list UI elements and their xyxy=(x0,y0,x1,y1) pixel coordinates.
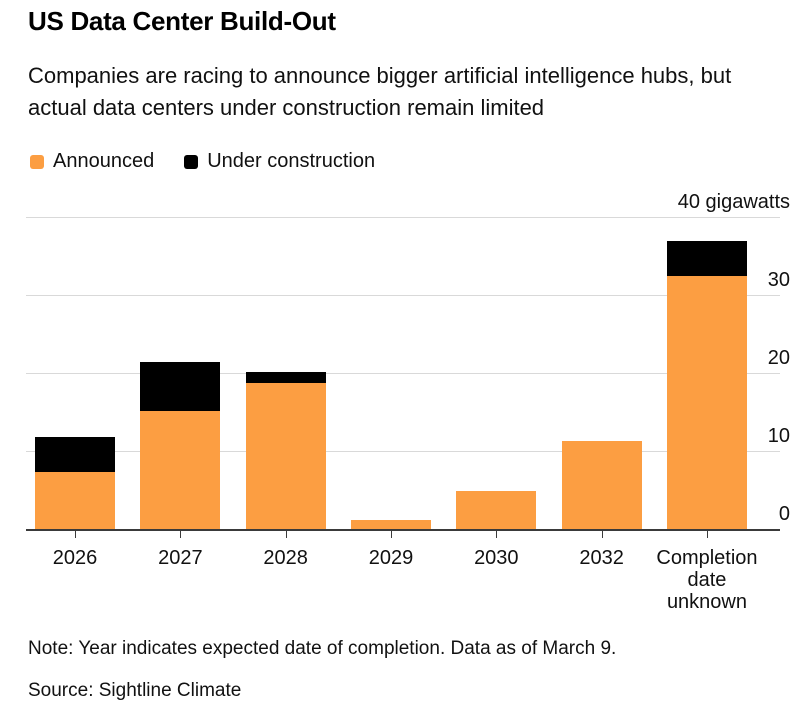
chart-note: Note: Year indicates expected date of co… xyxy=(28,638,617,659)
x-axis-line xyxy=(26,529,780,531)
legend-swatch-announced xyxy=(30,154,44,169)
bar-chart: 0 10 20 30 40 gigawatts 2026 2027 2028 2029 2030 2… xyxy=(26,185,790,655)
y-axis-label-40: 40 gigawatts xyxy=(677,191,790,213)
bar-segment-under-construction-2028 xyxy=(245,372,326,384)
legend-label-announced: Announced xyxy=(53,150,155,172)
x-axis-label-2026: 2026 xyxy=(52,547,98,569)
chart-title: US Data Center Build-Out xyxy=(28,6,336,36)
bar-segment-under-construction-2027 xyxy=(140,362,221,412)
bar-segment-announced-2030 xyxy=(456,490,537,529)
gridline-20 xyxy=(26,373,780,374)
chart-source: Source: Sightline Climate xyxy=(28,680,242,701)
bar-segment-announced-2029 xyxy=(350,519,431,529)
x-axis-label-2030: 2030 xyxy=(474,547,519,569)
y-axis-label-30: 30 xyxy=(767,269,790,291)
x-axis-tick xyxy=(180,529,182,538)
bar-segment-announced-2027 xyxy=(140,411,221,529)
legend-swatch-under-construction xyxy=(184,154,199,169)
bar-segment-announced-2028 xyxy=(245,383,326,529)
bar-segment-under-construction-2026 xyxy=(35,436,115,473)
gridline-10 xyxy=(26,451,780,452)
y-axis-label-20: 20 xyxy=(767,347,790,369)
x-axis-label-2028: 2028 xyxy=(263,547,308,569)
x-axis-label-2032: 2032 xyxy=(579,547,624,569)
legend-item-under-construction: Under construction xyxy=(184,150,375,173)
x-axis-tick xyxy=(285,529,287,538)
x-axis-label-2027: 2027 xyxy=(158,547,203,569)
x-axis-tick xyxy=(601,529,603,538)
x-axis-tick xyxy=(75,529,76,538)
bar-segment-announced-2026 xyxy=(35,472,115,529)
bar-segment-under-construction-completion xyxy=(666,241,747,277)
legend-label-under-construction: Under construction xyxy=(207,150,376,172)
y-axis-label-10: 10 xyxy=(767,425,790,447)
x-axis-tick xyxy=(390,529,392,538)
x-axis-label-2029: 2029 xyxy=(368,547,414,569)
x-axis-tick xyxy=(706,529,708,538)
chart-subtitle: Companies are racing to announce bigger … xyxy=(28,63,732,120)
bar-segment-announced-2032 xyxy=(561,440,642,529)
y-axis-label-0: 0 xyxy=(778,503,790,525)
bar-segment-announced-completion xyxy=(666,276,747,529)
x-axis-tick xyxy=(496,529,498,538)
gridline-30 xyxy=(26,295,780,296)
legend-item-announced: Announced xyxy=(30,150,154,173)
gridline-40 xyxy=(26,217,780,218)
x-axis-label-completion: Completion date unknown xyxy=(656,547,758,613)
legend: Announced Under construction xyxy=(30,150,375,173)
